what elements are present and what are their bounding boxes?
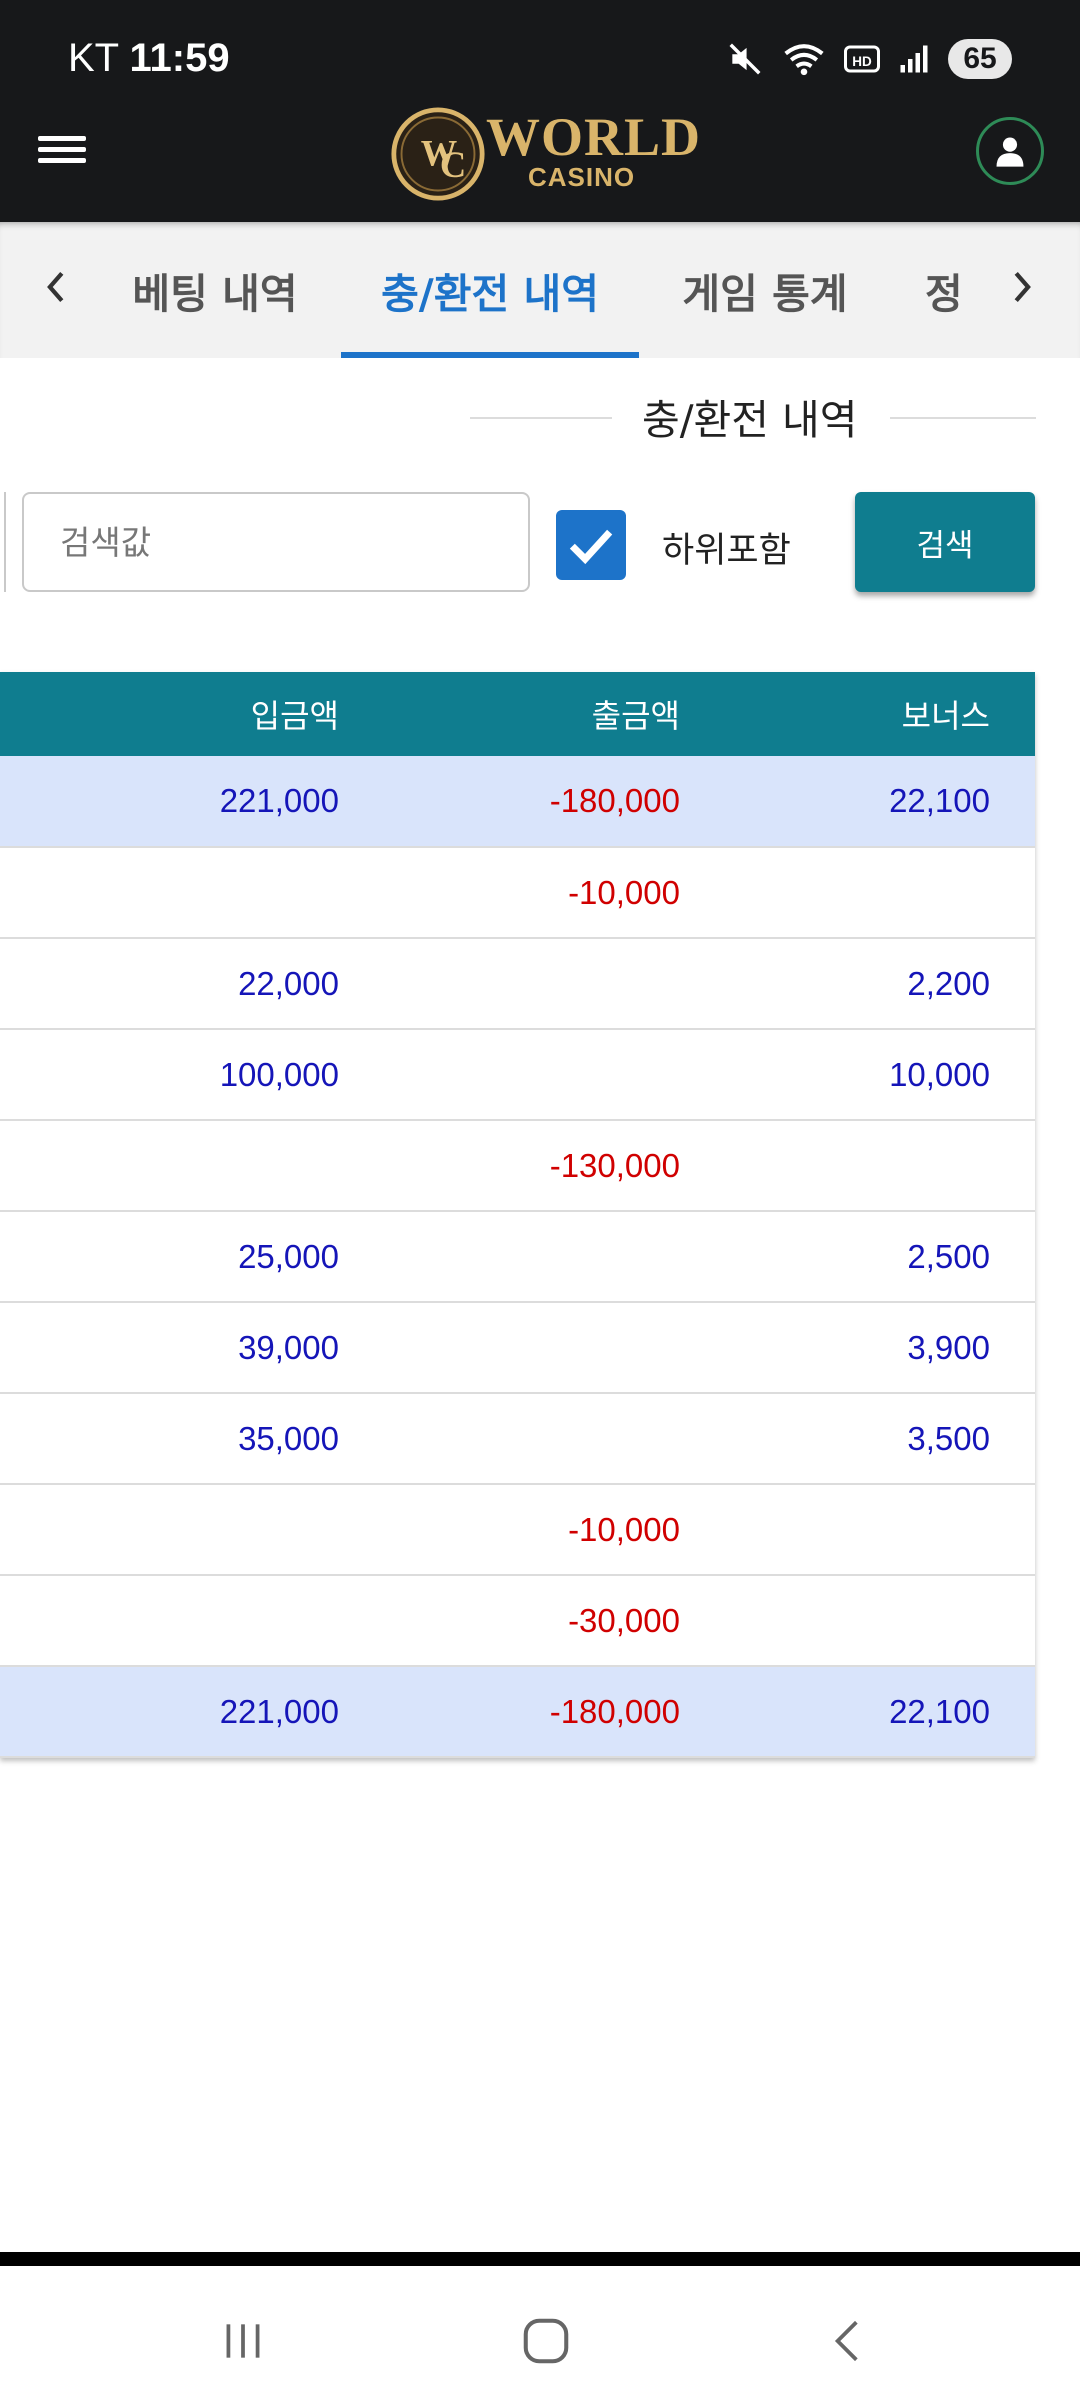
- withdraw-cell: [340, 1393, 681, 1485]
- column-header-deposit[interactable]: 입금액: [250, 697, 339, 735]
- active-tab-indicator: [341, 352, 639, 358]
- column-header-bonus[interactable]: 보너스: [901, 697, 990, 735]
- bonus-cell: [681, 1120, 991, 1212]
- table-row[interactable]: -10,000: [0, 847, 1035, 939]
- withdraw-cell: -180,000: [340, 756, 681, 848]
- include-sub-checkbox[interactable]: [556, 510, 626, 580]
- table-row[interactable]: 22,000 2,200: [0, 938, 1035, 1030]
- bonus-cell: 3,500: [681, 1393, 991, 1485]
- tab-deposit-withdraw-history[interactable]: 충/환전 내역: [381, 270, 599, 318]
- section-header: 충/환전 내역: [470, 386, 1036, 446]
- system-navigation-bar: [0, 2266, 1080, 2400]
- withdraw-cell: [340, 1211, 681, 1303]
- table-row[interactable]: 39,000 3,900: [0, 1302, 1035, 1394]
- table-row[interactable]: 35,000 3,500: [0, 1393, 1035, 1485]
- table-row[interactable]: -30,000: [0, 1575, 1035, 1667]
- withdraw-cell: [340, 1302, 681, 1394]
- bonus-cell: 3,900: [681, 1302, 991, 1394]
- user-icon: [996, 137, 1024, 167]
- table-row[interactable]: 100,000 10,000: [0, 1029, 1035, 1121]
- clock-time: 11:59: [129, 36, 230, 80]
- bonus-cell: [681, 1575, 991, 1667]
- mute-icon: [729, 43, 761, 75]
- carrier-label: KT: [68, 36, 119, 80]
- wc-emblem-icon: W C: [391, 107, 485, 201]
- filter-select-edge[interactable]: [0, 492, 6, 592]
- deposit-cell: 22,000: [0, 938, 340, 1030]
- top-bar: KT 11:59 HD 65 W: [0, 0, 1080, 222]
- search-button[interactable]: 검색: [855, 492, 1035, 592]
- deposit-cell: [0, 1120, 340, 1212]
- table-header-row: 입금액 출금액 보너스: [0, 672, 1035, 756]
- deposit-cell: 221,000: [0, 1666, 340, 1758]
- column-header-withdraw[interactable]: 출금액: [591, 697, 680, 735]
- withdraw-cell: [340, 938, 681, 1030]
- svg-text:W: W: [421, 133, 457, 174]
- bonus-cell: 22,100: [681, 756, 991, 848]
- withdraw-cell: -180,000: [340, 1666, 681, 1758]
- divider-left: [470, 417, 612, 419]
- world-casino-logo[interactable]: W C WORLD CASINO: [390, 104, 700, 204]
- recent-apps-icon[interactable]: [203, 2306, 283, 2376]
- checkmark-icon: [569, 529, 613, 565]
- deposit-cell: 100,000: [0, 1029, 340, 1121]
- logo-word-casino: CASINO: [528, 162, 636, 192]
- deposit-cell: [0, 1575, 340, 1667]
- svg-text:HD: HD: [852, 54, 872, 69]
- deposit-cell: [0, 1484, 340, 1576]
- divider-right: [890, 417, 1036, 419]
- user-profile-button[interactable]: [976, 117, 1044, 185]
- tab-partial-next[interactable]: 정: [925, 270, 963, 318]
- deposit-cell: 221,000: [0, 756, 340, 848]
- include-sub-label: 하위포함: [662, 531, 791, 571]
- section-title: 충/환전 내역: [642, 396, 858, 444]
- deposit-cell: 25,000: [0, 1211, 340, 1303]
- deposit-cell: 39,000: [0, 1302, 340, 1394]
- bonus-cell: 2,500: [681, 1211, 991, 1303]
- svg-text:C: C: [440, 144, 466, 185]
- bonus-cell: [681, 847, 991, 939]
- deposit-cell: [0, 847, 340, 939]
- status-icons: HD 65: [726, 34, 1012, 84]
- tab-bar: 베팅 내역 충/환전 내역 게임 통계 정: [0, 222, 1080, 358]
- signal-icon: [900, 45, 928, 73]
- table-row[interactable]: 25,000 2,500: [0, 1211, 1035, 1303]
- bonus-cell: 22,100: [681, 1666, 991, 1758]
- withdraw-cell: -30,000: [340, 1575, 681, 1667]
- withdraw-cell: -130,000: [340, 1120, 681, 1212]
- logo-word-world: WORLD: [486, 107, 702, 167]
- home-icon[interactable]: [506, 2306, 586, 2376]
- table-body: 221,000 -180,000 22,100 -10,000 22,000 2,200 1…: [0, 756, 1035, 1758]
- wifi-icon: [784, 44, 824, 76]
- nav-separator: [0, 2252, 1080, 2266]
- table-row[interactable]: -10,000: [0, 1484, 1035, 1576]
- tab-betting-history[interactable]: 베팅 내역: [132, 270, 298, 318]
- hamburger-menu-icon[interactable]: [38, 130, 86, 178]
- back-icon[interactable]: [808, 2306, 888, 2376]
- status-bar-carrier-time: KT 11:59: [68, 36, 230, 81]
- bonus-cell: 10,000: [681, 1029, 991, 1121]
- battery-indicator: 65: [948, 39, 1012, 79]
- withdraw-cell: -10,000: [340, 847, 681, 939]
- table-row[interactable]: 221,000 -180,000 22,100: [0, 1666, 1035, 1758]
- transaction-table: 입금액 출금액 보너스 221,000 -180,000 22,100 -10,000…: [0, 672, 1035, 1758]
- hd-volte-icon: HD: [844, 45, 880, 73]
- tab-game-statistics[interactable]: 게임 통계: [682, 270, 848, 318]
- chevron-left-icon[interactable]: [30, 252, 80, 322]
- chevron-right-icon[interactable]: [998, 252, 1048, 322]
- withdraw-cell: -10,000: [340, 1484, 681, 1576]
- search-input[interactable]: [22, 492, 530, 592]
- deposit-cell: 35,000: [0, 1393, 340, 1485]
- bonus-cell: [681, 1484, 991, 1576]
- withdraw-cell: [340, 1029, 681, 1121]
- table-row[interactable]: 221,000 -180,000 22,100: [0, 756, 1035, 848]
- table-row[interactable]: -130,000: [0, 1120, 1035, 1212]
- bonus-cell: 2,200: [681, 938, 991, 1030]
